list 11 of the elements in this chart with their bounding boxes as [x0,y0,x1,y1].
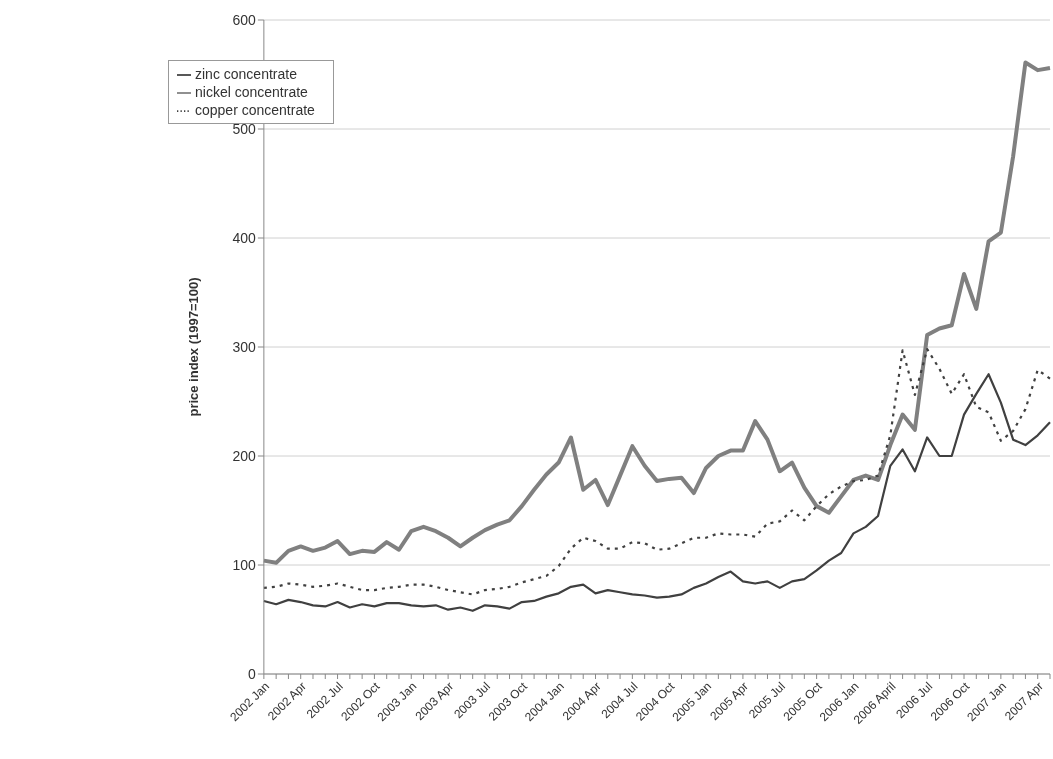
y-tick-label: 200 [232,447,257,464]
legend-label: nickel concentrate [195,84,308,100]
y-tick-label: 300 [232,338,257,355]
y-tick-label: 500 [232,120,257,137]
y-tick-label: 0 [248,665,257,682]
y-axis-title: price index (1997=100) [186,277,202,417]
y-tick-label: 400 [232,229,257,246]
legend-label: copper concentrate [195,102,315,118]
y-tick-label: 600 [232,11,257,28]
y-tick-label: 100 [232,556,257,573]
legend-label: zinc concentrate [195,66,297,82]
